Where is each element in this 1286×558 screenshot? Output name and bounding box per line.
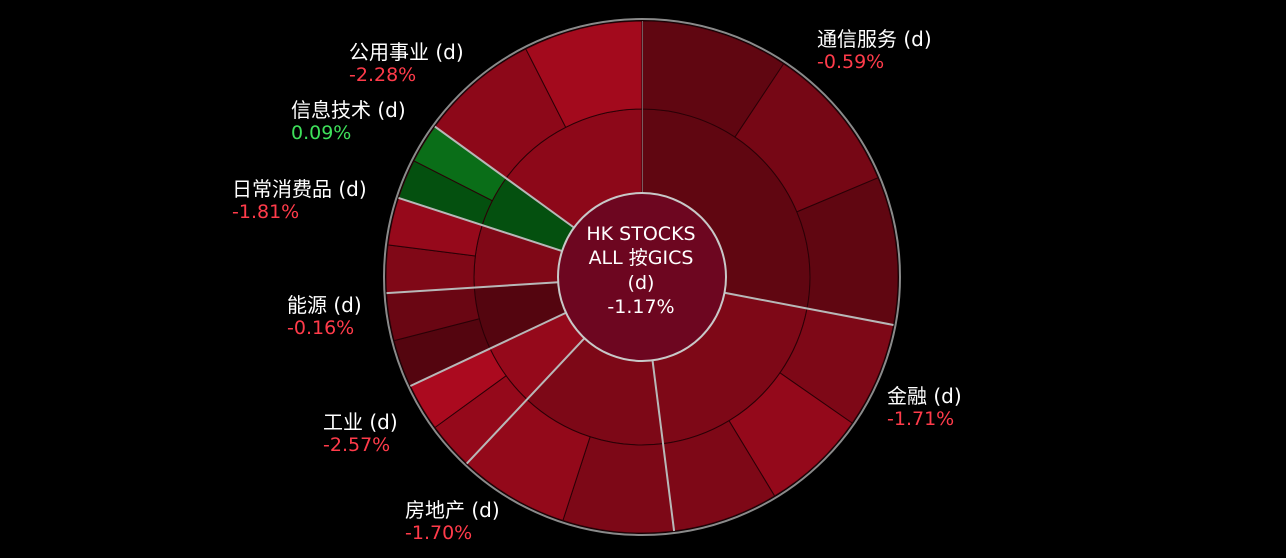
outer-ring (383, 18, 901, 536)
sector-divider-energy (409, 311, 567, 387)
sector-divider-fin (724, 291, 894, 326)
label-fin-name: 金融 (d) (887, 384, 962, 408)
sector-outer-util-2[interactable] (525, 20, 643, 128)
center-label: HK STOCKS ALL 按GICS (d) -1.17% (561, 222, 721, 319)
label-util-name: 公用事业 (d) (349, 40, 464, 64)
label-it-name: 信息技术 (d) (291, 98, 406, 122)
label-staples-pct: -1.81% (232, 201, 300, 223)
label-util[interactable]: 公用事业 (d) -2.28% (349, 40, 464, 87)
label-re-pct: -1.70% (405, 522, 473, 544)
label-fin-pct: -1.71% (887, 408, 955, 430)
sector-divider-re (651, 360, 676, 532)
label-energy[interactable]: 能源 (d) -0.16% (287, 293, 362, 340)
label-energy-pct: -0.16% (287, 317, 355, 339)
label-energy-name: 能源 (d) (287, 293, 362, 317)
label-comm-name: 通信服务 (d) (817, 27, 932, 51)
label-util-pct: -2.28% (349, 64, 417, 86)
center-title-line2: ALL 按GICS (588, 247, 694, 270)
center-title-line1: HK STOCKS (586, 223, 696, 245)
label-staples[interactable]: 日常消费品 (d) -1.81% (232, 177, 367, 224)
sector-divider-util (434, 125, 575, 229)
label-ind[interactable]: 工业 (d) -2.57% (323, 410, 398, 457)
center-disk[interactable] (557, 192, 727, 362)
label-staples-name: 日常消费品 (d) (232, 177, 367, 201)
label-ind-pct: -2.57% (323, 434, 391, 456)
sector-divider-ind (466, 337, 586, 465)
label-re-name: 房地产 (d) (405, 498, 500, 522)
label-it[interactable]: 信息技术 (d) 0.09% (291, 98, 406, 145)
center-value: -1.17% (607, 295, 675, 318)
label-re[interactable]: 房地产 (d) -1.70% (405, 498, 500, 545)
label-ind-name: 工业 (d) (323, 410, 398, 434)
label-comm-pct: -0.59% (817, 51, 885, 73)
label-comm[interactable]: 通信服务 (d) -0.59% (817, 27, 932, 74)
label-fin[interactable]: 金融 (d) -1.71% (887, 384, 962, 431)
sector-divider-staples (386, 281, 559, 295)
sector-divider-it (398, 196, 563, 252)
label-it-pct: 0.09% (291, 122, 352, 144)
center-title-line3: (d) (627, 271, 655, 294)
